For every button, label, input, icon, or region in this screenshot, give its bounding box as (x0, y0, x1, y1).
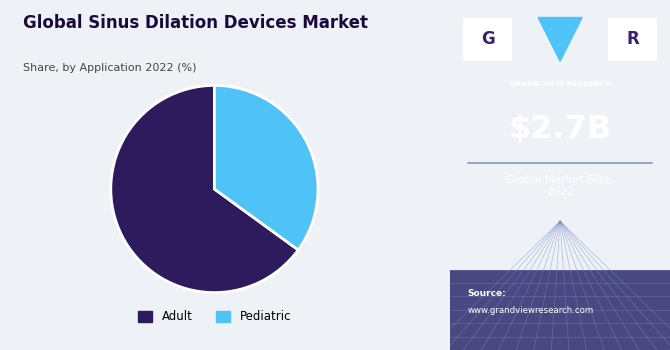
Text: Global Sinus Dilation Devices Market: Global Sinus Dilation Devices Market (23, 14, 368, 32)
Text: Global Market Size,
2022: Global Market Size, 2022 (507, 175, 614, 197)
Wedge shape (111, 85, 298, 293)
FancyBboxPatch shape (464, 18, 512, 61)
Text: G: G (480, 30, 494, 48)
Text: Share, by Application 2022 (%): Share, by Application 2022 (%) (23, 63, 196, 73)
Wedge shape (214, 85, 318, 250)
Legend: Adult, Pediatric: Adult, Pediatric (133, 306, 295, 328)
Text: Source:: Source: (468, 289, 507, 298)
Text: R: R (626, 30, 639, 48)
Text: GRAND VIEW RESEARCH: GRAND VIEW RESEARCH (509, 80, 611, 86)
FancyBboxPatch shape (450, 270, 670, 350)
Polygon shape (538, 18, 582, 61)
FancyBboxPatch shape (608, 18, 657, 61)
Text: $2.7B: $2.7B (509, 114, 612, 145)
Text: www.grandviewresearch.com: www.grandviewresearch.com (468, 306, 594, 315)
